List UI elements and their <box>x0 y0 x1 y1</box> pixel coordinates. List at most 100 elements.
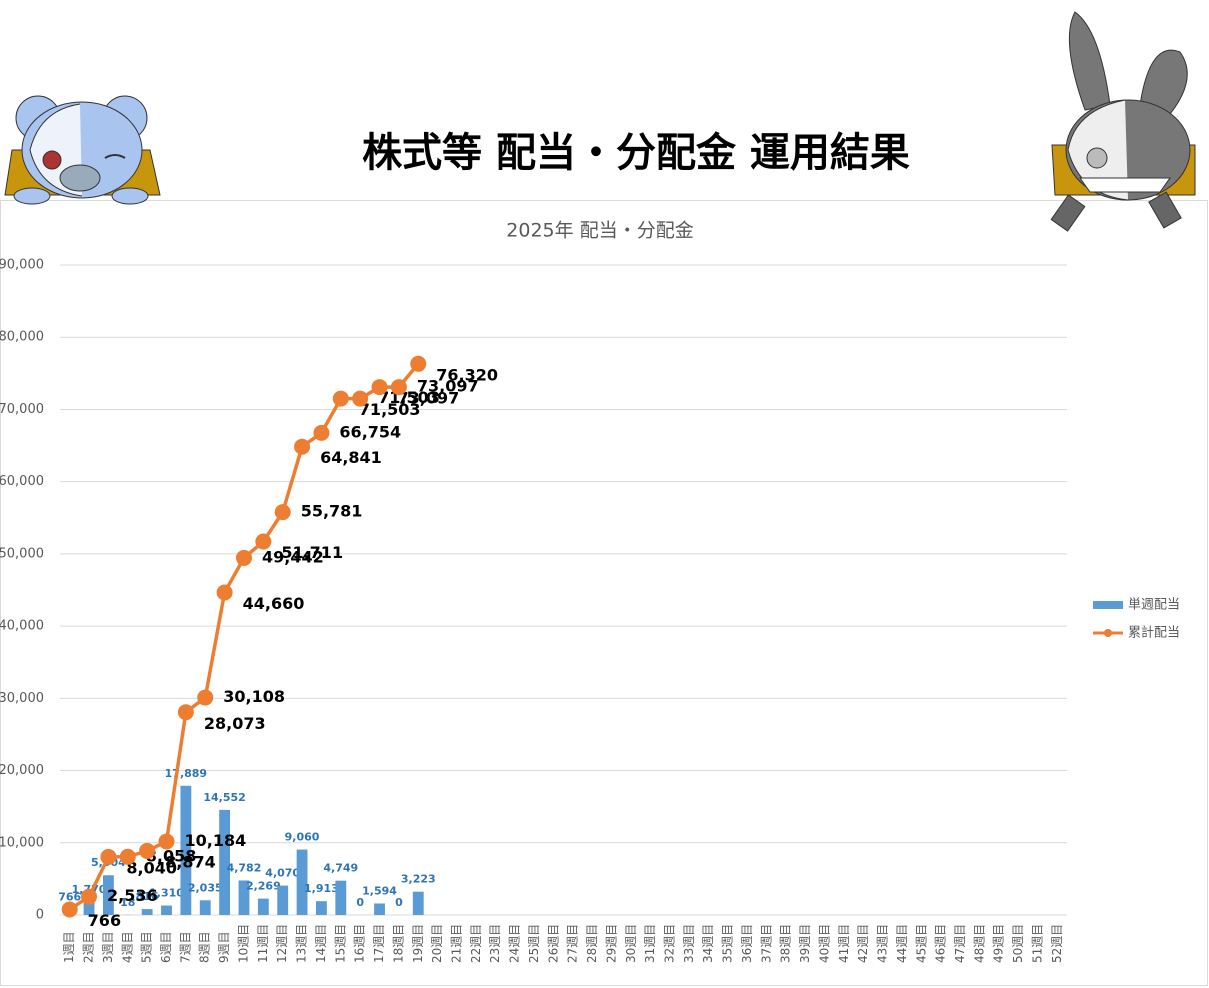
y-tick-label: 50,000 <box>0 546 44 561</box>
x-tick-label: 38週目 <box>779 924 793 963</box>
line-marker <box>81 888 98 905</box>
x-tick-label: 23週目 <box>488 924 502 963</box>
line-marker <box>294 438 311 455</box>
bar-value-label: 2,035 <box>188 881 223 894</box>
line-marker <box>235 549 252 566</box>
line-value-label: 73,097 <box>398 389 460 408</box>
y-tick-label: 80,000 <box>0 330 44 345</box>
bar <box>180 785 192 915</box>
x-tick-label: 39週目 <box>798 924 812 963</box>
x-tick-label: 22週目 <box>469 924 483 963</box>
x-tick-label: 40週目 <box>817 924 831 963</box>
bar-value-label: 1,913 <box>304 882 339 895</box>
line-value-label: 76,320 <box>436 365 498 384</box>
y-tick-label: 30,000 <box>0 691 44 706</box>
x-tick-label: 37週目 <box>759 924 773 963</box>
bar-value-label: 14,552 <box>203 791 245 804</box>
bar-value-label: 3,223 <box>401 873 436 886</box>
x-tick-label: 2週目 <box>82 931 96 963</box>
line-marker <box>139 842 156 859</box>
line-marker <box>313 424 330 441</box>
bar-value-label: 1,310 <box>149 887 184 900</box>
bar-value-label: 9,060 <box>285 831 320 844</box>
bar <box>141 909 153 915</box>
line-value-label: 8,058 <box>146 846 197 865</box>
line-marker <box>390 379 407 396</box>
bar <box>199 900 211 915</box>
x-tick-label: 51週目 <box>1030 924 1044 963</box>
line-value-label: 8,874 <box>165 852 216 871</box>
x-tick-label: 28週目 <box>585 924 599 963</box>
x-tick-label: 3週目 <box>101 931 115 963</box>
x-tick-label: 4週目 <box>120 931 134 963</box>
x-tick-label: 17週目 <box>372 924 386 963</box>
x-tick-label: 34週目 <box>701 924 715 963</box>
bar <box>374 903 385 915</box>
line-marker <box>100 848 117 865</box>
bar <box>219 809 231 915</box>
x-tick-label: 24週目 <box>508 924 522 963</box>
x-tick-label: 36週目 <box>740 924 754 963</box>
x-tick-label: 18週目 <box>391 924 405 963</box>
x-tick-label: 31週目 <box>643 924 657 963</box>
bear-mascot <box>4 95 161 205</box>
x-tick-label: 20週目 <box>430 924 444 963</box>
legend-label: 単週配当 <box>1128 597 1180 613</box>
x-tick-label: 29週目 <box>604 924 618 963</box>
line-marker <box>158 833 175 850</box>
x-tick-label: 35週目 <box>721 924 735 963</box>
x-tick-label: 43週目 <box>876 924 890 963</box>
bar-value-label: 4,749 <box>323 862 358 875</box>
x-tick-label: 30週目 <box>624 924 638 963</box>
bar-value-label: 4,070 <box>265 867 300 880</box>
bar <box>257 898 269 915</box>
bar <box>335 880 347 915</box>
line-marker <box>216 584 233 601</box>
line-value-label: 28,073 <box>204 714 266 733</box>
x-tick-label: 16週目 <box>353 924 367 963</box>
y-tick-label: 90,000 <box>0 258 44 273</box>
y-tick-label: 20,000 <box>0 763 44 778</box>
line-marker <box>332 390 349 407</box>
x-tick-label: 19週目 <box>411 924 425 963</box>
line-value-label: 66,754 <box>339 422 401 441</box>
line-value-label: 8,040 <box>126 858 177 877</box>
bar-value-label: 0 <box>356 896 364 909</box>
bar-value-label: 18 <box>120 896 135 909</box>
x-tick-label: 10週目 <box>236 924 250 963</box>
y-tick-label: 40,000 <box>0 619 44 634</box>
x-tick-label: 27週目 <box>566 924 580 963</box>
bar <box>161 905 172 915</box>
line-value-label: 44,660 <box>243 594 305 613</box>
chart-frame <box>0 200 1208 986</box>
bar-value-label: 4,782 <box>227 861 262 874</box>
x-tick-label: 6週目 <box>159 931 173 963</box>
line-value-label: 10,184 <box>185 831 247 850</box>
x-tick-label: 5週目 <box>140 931 154 963</box>
line-value-label: 2,536 <box>107 886 158 905</box>
bar-value-label: 766 <box>58 890 81 903</box>
x-tick-label: 12週目 <box>275 924 289 963</box>
bar-value-label: 17,889 <box>165 767 207 780</box>
bar-value-label: 2,269 <box>246 880 281 893</box>
line-marker <box>255 533 272 550</box>
x-tick-label: 14週目 <box>314 924 328 963</box>
line-value-label: 51,711 <box>281 543 343 562</box>
legend-swatch <box>1093 601 1123 609</box>
x-tick-label: 50週目 <box>1011 924 1025 963</box>
line-value-label: 30,108 <box>223 687 285 706</box>
x-tick-label: 15週目 <box>333 924 347 963</box>
bar-value-label: 0 <box>395 896 403 909</box>
line-marker <box>371 379 388 396</box>
bar <box>102 875 114 915</box>
line-marker <box>119 848 136 865</box>
x-tick-label: 8週目 <box>198 931 212 963</box>
line-marker <box>410 355 427 372</box>
x-tick-label: 48週目 <box>972 924 986 963</box>
x-tick-label: 44週目 <box>895 924 909 963</box>
bar <box>238 880 250 915</box>
x-tick-label: 49週目 <box>992 924 1006 963</box>
bar <box>83 902 95 915</box>
line-value-label: 71,503 <box>359 400 421 419</box>
